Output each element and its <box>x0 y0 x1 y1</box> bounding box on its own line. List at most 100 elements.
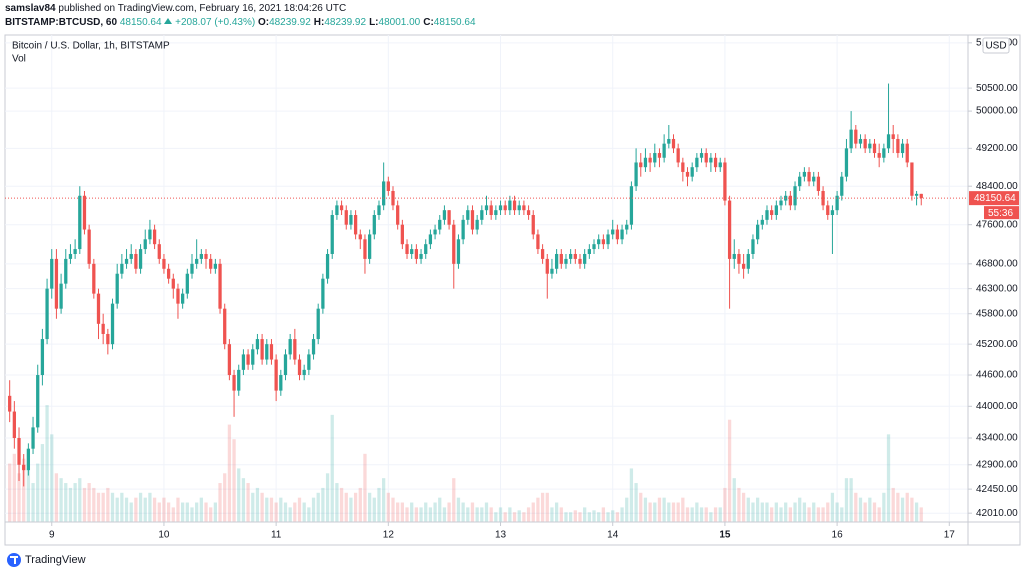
x-tick-label: 15 <box>719 530 731 541</box>
volume-bar <box>709 512 713 522</box>
candle-body <box>64 258 68 284</box>
volume-bar <box>755 497 760 522</box>
volume-bar <box>732 478 736 522</box>
volume-bar <box>475 507 479 522</box>
candle-body <box>653 153 657 163</box>
candle-body <box>643 157 648 168</box>
currency[interactable]: USD <box>985 41 1006 52</box>
candle-body <box>877 153 881 158</box>
volume-bar <box>134 497 138 522</box>
candle-body <box>522 205 526 211</box>
volume-bar <box>578 512 582 522</box>
volume-bar <box>508 507 512 522</box>
currency-box[interactable] <box>982 37 1010 54</box>
volume-bar <box>325 473 330 522</box>
volume-bar <box>428 507 433 522</box>
volume-bar <box>143 497 147 522</box>
candle-body <box>181 293 185 304</box>
candle-body <box>746 253 750 269</box>
up-arrow <box>164 18 173 24</box>
y-tick-label: 42450.00 <box>976 484 1018 495</box>
candle-body <box>699 153 704 158</box>
candle-body <box>536 234 540 250</box>
volume-bar <box>765 502 769 522</box>
candle-body <box>363 239 367 259</box>
candle-body <box>578 258 582 264</box>
volume-bar <box>237 468 241 522</box>
volume-bar <box>606 512 610 522</box>
candle-body <box>671 138 676 149</box>
volume-bar <box>699 507 704 522</box>
candle-body <box>718 162 722 168</box>
candle-body <box>550 268 554 274</box>
y-tick-label: 44000.00 <box>976 401 1018 412</box>
volume-bar <box>382 478 386 522</box>
volume-bar <box>643 497 648 522</box>
volume-bar <box>667 502 671 522</box>
volume-bar <box>330 414 334 522</box>
volume-bar <box>410 502 414 522</box>
candle-body <box>134 253 138 269</box>
candle-body <box>826 205 830 216</box>
volume-bar <box>770 507 774 522</box>
y-tick-label: 48400.00 <box>976 181 1018 192</box>
volume-bar <box>620 507 624 522</box>
volume-bar <box>218 483 222 522</box>
candle-body <box>391 190 395 206</box>
candle-body <box>456 239 461 264</box>
volume-bar <box>531 502 535 522</box>
volume-bar <box>456 497 461 522</box>
volume-bar <box>583 507 587 522</box>
candle-body <box>237 369 241 391</box>
candle-body <box>92 263 96 294</box>
volume-bar <box>311 497 316 522</box>
candle-body <box>882 148 886 158</box>
change: +208.07 (+0.43%) <box>175 17 256 28</box>
candle-body <box>681 162 685 172</box>
candle-body <box>727 200 732 259</box>
volume-bar <box>223 473 227 522</box>
candle-body <box>12 411 16 439</box>
volume-bar <box>526 507 531 522</box>
candle-body <box>592 244 596 250</box>
volume-bar <box>36 463 40 522</box>
candle-body <box>185 273 189 294</box>
candle-body <box>190 263 194 274</box>
candle-body <box>503 205 507 211</box>
candle-body <box>830 210 835 216</box>
volume-bar <box>45 405 49 522</box>
candle-body <box>209 258 213 269</box>
candle-body <box>148 229 152 240</box>
y-tick-label: 49200.00 <box>976 143 1018 154</box>
volume-bar <box>414 507 419 522</box>
candle-body <box>690 167 694 177</box>
volume-bar <box>124 497 129 522</box>
volume-bar <box>199 497 203 522</box>
x-tick-label: 13 <box>495 530 507 541</box>
volume-bar <box>419 507 423 522</box>
candle-body <box>835 195 839 211</box>
candle-body <box>760 219 764 225</box>
volume-bar <box>433 502 437 522</box>
volume-bar <box>517 510 521 522</box>
candle-body <box>59 283 63 309</box>
candle-body <box>545 258 549 274</box>
volume-bar <box>283 502 288 522</box>
volume-bar <box>685 507 690 522</box>
volume-bar <box>835 502 839 522</box>
candle-body <box>330 215 334 254</box>
y-tick-label: 42900.00 <box>976 459 1018 470</box>
volume-bar <box>882 492 886 522</box>
volume-bar <box>157 502 161 522</box>
volume-bar <box>802 502 807 522</box>
frame <box>4 34 1021 546</box>
candle-body <box>171 278 175 289</box>
volume-bar <box>213 502 218 522</box>
volume-bar <box>826 502 830 522</box>
candle-body <box>512 200 517 211</box>
volume-bar <box>723 487 727 522</box>
candle-body <box>695 157 699 168</box>
candle-body <box>419 253 423 259</box>
candle-body <box>508 200 512 211</box>
candle-body <box>162 258 166 269</box>
